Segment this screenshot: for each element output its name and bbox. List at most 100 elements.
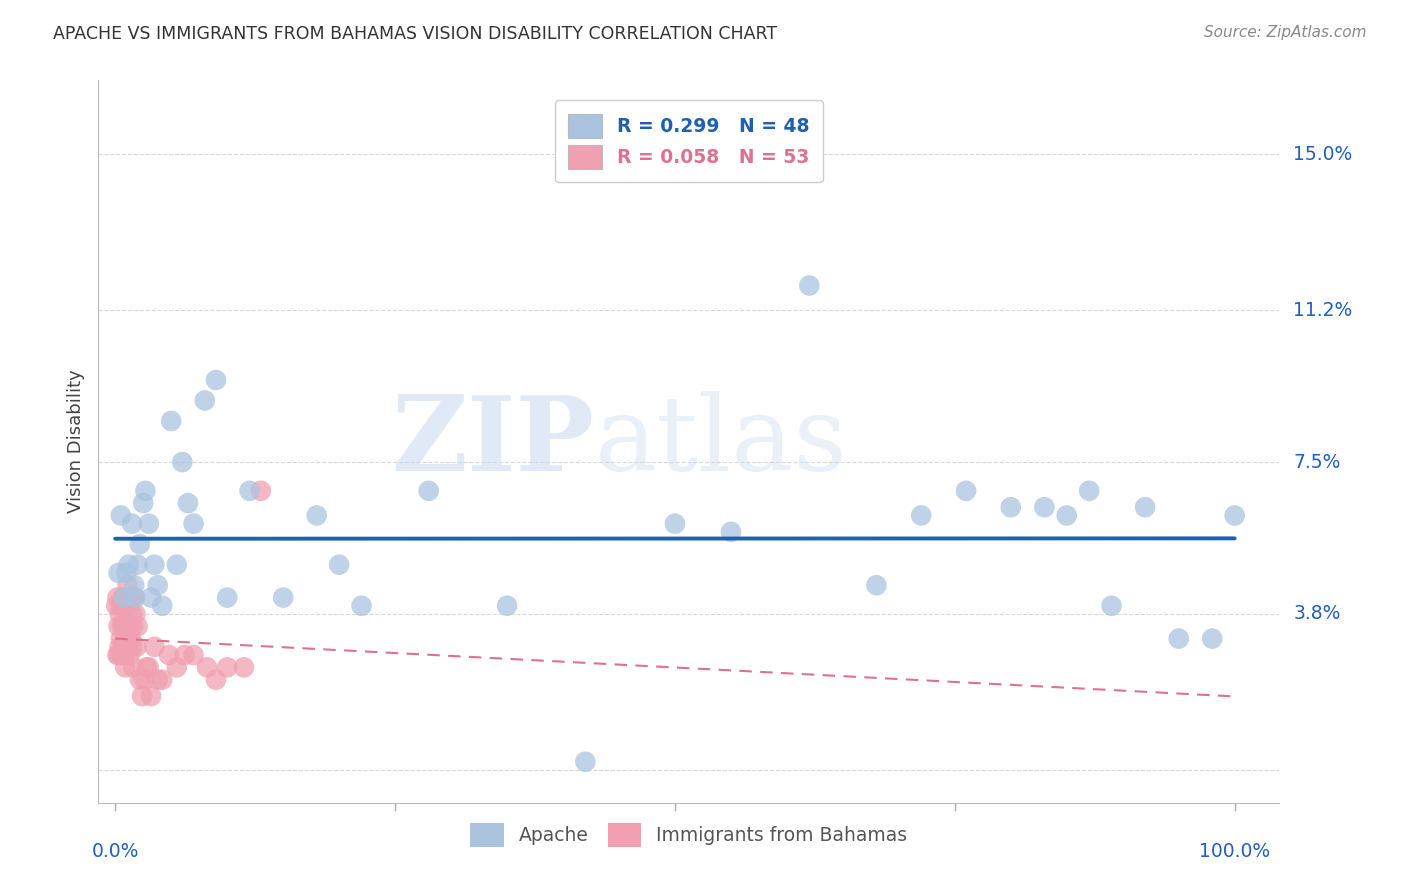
Point (108, 640, 131, 654)
Point (121, 607, 143, 621)
Point (150, 673, 173, 687)
Point (111, 648, 134, 662)
Point (865, 578, 887, 592)
Point (138, 516, 160, 531)
Point (205, 373, 228, 387)
Point (205, 673, 228, 687)
Point (910, 508, 932, 523)
Point (134, 673, 156, 687)
Point (664, 516, 686, 531)
Point (146, 673, 169, 687)
Point (1133, 500, 1156, 515)
Point (120, 632, 142, 646)
Point (125, 640, 148, 654)
Point (135, 660, 157, 674)
Point (1101, 599, 1123, 613)
Point (118, 648, 141, 662)
Point (143, 640, 166, 654)
Point (112, 591, 135, 605)
Text: 15.0%: 15.0% (1294, 145, 1353, 163)
Point (1223, 508, 1246, 523)
Point (107, 619, 129, 633)
Point (118, 619, 141, 633)
Text: ZIP: ZIP (391, 391, 595, 492)
Point (114, 660, 136, 674)
Point (955, 483, 977, 498)
Point (107, 648, 129, 662)
Point (112, 648, 135, 662)
Point (194, 393, 217, 408)
Point (720, 524, 742, 539)
Point (249, 483, 271, 498)
Point (1167, 632, 1189, 646)
Point (122, 578, 145, 592)
Point (122, 591, 145, 605)
Point (150, 599, 173, 613)
Point (108, 607, 131, 621)
Point (111, 619, 134, 633)
Point (1033, 500, 1056, 515)
Point (112, 591, 135, 605)
Text: 7.5%: 7.5% (1294, 452, 1341, 472)
Point (128, 537, 150, 551)
Point (139, 689, 162, 703)
Point (124, 607, 146, 621)
Point (418, 483, 440, 498)
Point (122, 660, 145, 674)
Point (114, 632, 136, 646)
Point (799, 278, 821, 293)
Point (107, 566, 129, 580)
Point (124, 591, 146, 605)
Text: 100.0%: 100.0% (1199, 842, 1270, 861)
Point (172, 455, 194, 469)
Point (127, 558, 149, 572)
Point (117, 578, 139, 592)
Point (574, 755, 596, 769)
Point (115, 599, 138, 613)
Point (160, 414, 183, 428)
Point (195, 660, 218, 674)
Point (1000, 500, 1022, 515)
Point (173, 648, 195, 662)
Point (128, 673, 150, 687)
Y-axis label: Vision Disability: Vision Disability (66, 369, 84, 514)
Point (166, 558, 188, 572)
Point (121, 640, 143, 654)
Point (305, 508, 328, 523)
Point (117, 632, 139, 646)
Point (139, 591, 162, 605)
Text: Source: ZipAtlas.com: Source: ZipAtlas.com (1204, 25, 1367, 40)
Point (146, 578, 169, 592)
Point (105, 599, 128, 613)
Point (183, 648, 205, 662)
Point (120, 591, 142, 605)
Point (177, 496, 200, 510)
Point (107, 648, 129, 662)
Point (496, 599, 519, 613)
Point (112, 619, 135, 633)
Point (110, 632, 132, 646)
Point (143, 558, 166, 572)
Text: APACHE VS IMMIGRANTS FROM BAHAMAS VISION DISABILITY CORRELATION CHART: APACHE VS IMMIGRANTS FROM BAHAMAS VISION… (53, 25, 778, 43)
Point (115, 566, 138, 580)
Point (1201, 632, 1223, 646)
Legend: Apache, Immigrants from Bahamas: Apache, Immigrants from Bahamas (463, 816, 915, 855)
Point (138, 660, 160, 674)
Point (183, 516, 205, 531)
Point (107, 591, 129, 605)
Point (1078, 483, 1101, 498)
Point (117, 599, 139, 613)
Point (328, 558, 350, 572)
Point (115, 632, 138, 646)
Point (110, 508, 132, 523)
Point (110, 599, 132, 613)
Point (350, 599, 373, 613)
Point (217, 660, 239, 674)
Text: 0.0%: 0.0% (91, 842, 139, 861)
Point (112, 640, 135, 654)
Point (166, 660, 188, 674)
Point (134, 483, 156, 498)
Point (217, 591, 239, 605)
Point (127, 619, 149, 633)
Point (157, 648, 180, 662)
